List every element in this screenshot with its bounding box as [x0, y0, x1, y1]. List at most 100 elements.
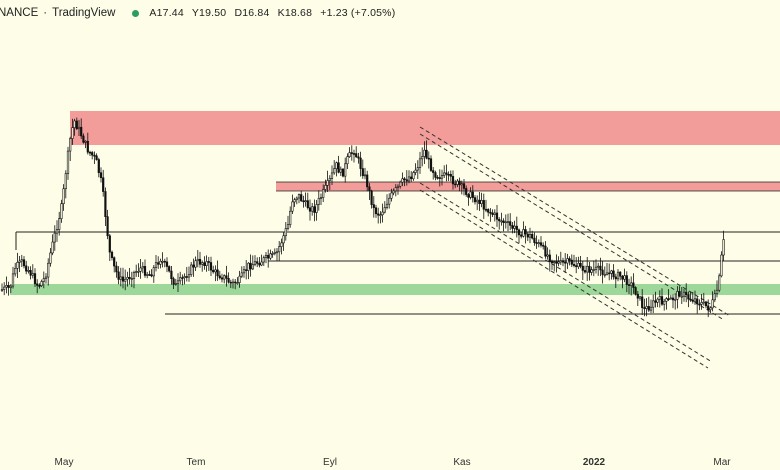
candlestick-series[interactable]	[0, 117, 725, 318]
candle-body	[337, 162, 340, 173]
channel-line-lower-b[interactable]	[419, 189, 709, 369]
candle-body	[209, 262, 213, 271]
candle-body	[372, 204, 375, 209]
symbol-name[interactable]: NANCE	[0, 7, 39, 19]
candle-body	[471, 191, 474, 198]
candle-body	[542, 244, 545, 247]
candle-body	[614, 276, 617, 280]
candle-body	[205, 261, 208, 266]
candle-body	[192, 264, 195, 268]
candle-body	[174, 283, 177, 285]
candle-body	[482, 200, 485, 210]
candle-body	[148, 274, 151, 276]
candle-body	[586, 265, 589, 273]
candle-body	[399, 181, 402, 187]
candle-body	[603, 274, 606, 276]
candle-body	[126, 276, 129, 280]
candle-body	[14, 268, 17, 275]
candle-body	[36, 283, 39, 286]
channel-line-lower-a[interactable]	[419, 182, 713, 363]
candle-body	[82, 135, 85, 143]
candle-body	[403, 178, 406, 181]
candle-body	[564, 261, 567, 264]
candle-body	[75, 120, 78, 130]
candle-body	[93, 154, 96, 157]
resistance-zone-upper[interactable]	[70, 111, 780, 145]
candle-body	[247, 262, 250, 271]
candle-body	[451, 176, 455, 185]
candle-body	[458, 180, 461, 186]
candle-body	[511, 225, 514, 229]
candle-body	[396, 185, 400, 188]
candle-body	[157, 262, 160, 265]
candle-body	[509, 221, 512, 226]
candle-body	[143, 266, 147, 276]
candle-body	[687, 294, 690, 300]
candle-body	[91, 152, 94, 156]
chart-header: NANCE · TradingView A17.44 Y19.50 D16.84…	[0, 0, 780, 26]
candle-body	[641, 296, 644, 308]
candle-body	[227, 277, 230, 283]
candle-body	[517, 229, 521, 236]
candle-body	[304, 200, 307, 203]
candle-body	[405, 179, 408, 182]
candle-body	[493, 212, 496, 215]
candle-body	[212, 269, 215, 273]
candle-body	[135, 271, 138, 273]
candle-body	[264, 254, 268, 258]
candle-body	[80, 126, 83, 137]
candle-body	[95, 155, 98, 160]
candle-body	[348, 152, 351, 157]
candle-body	[416, 167, 419, 171]
candle-body	[339, 168, 342, 173]
candle-body	[568, 258, 571, 261]
candle-body	[308, 207, 312, 212]
candle-body	[280, 242, 283, 247]
candle-body	[22, 259, 26, 267]
candle-body	[344, 163, 347, 177]
candle-body	[84, 140, 87, 143]
candle-body	[88, 151, 92, 154]
candle-body	[300, 194, 303, 202]
candle-body	[0, 289, 4, 291]
candle-body	[223, 275, 226, 280]
candle-body	[671, 297, 675, 301]
candle-body	[590, 269, 593, 273]
candle-body	[170, 270, 173, 280]
support-zone[interactable]	[10, 284, 780, 295]
candle-body	[612, 270, 615, 278]
candle-body	[278, 246, 281, 253]
candle-body	[9, 285, 12, 288]
candle-body	[449, 174, 452, 177]
candle-body	[286, 224, 290, 229]
candle-body	[377, 213, 380, 216]
candle-body	[3, 286, 6, 290]
candle-body	[302, 200, 305, 203]
candle-body	[383, 207, 386, 213]
candle-body	[141, 266, 144, 269]
candle-body	[183, 276, 186, 279]
candle-body	[168, 266, 171, 272]
candle-body	[124, 278, 127, 282]
candle-body	[469, 191, 472, 198]
resistance-zone-lower[interactable]	[276, 182, 780, 191]
candle-body	[324, 185, 327, 190]
candle-body	[447, 173, 450, 176]
channel-line-upper-b[interactable]	[419, 133, 725, 321]
candle-body	[18, 260, 21, 263]
candle-body	[185, 276, 188, 278]
candle-body	[66, 150, 70, 174]
channel-line-upper-a[interactable]	[419, 126, 731, 317]
candle-body	[674, 298, 677, 301]
candle-body	[443, 172, 446, 176]
candle-body	[473, 197, 477, 203]
candle-body	[110, 251, 114, 258]
candle-body	[181, 277, 184, 279]
candle-body	[317, 198, 320, 205]
candle-body	[570, 259, 573, 265]
candle-body	[306, 200, 309, 209]
candle-body	[394, 187, 397, 192]
candle-body	[495, 212, 499, 220]
candle-body	[557, 261, 560, 264]
